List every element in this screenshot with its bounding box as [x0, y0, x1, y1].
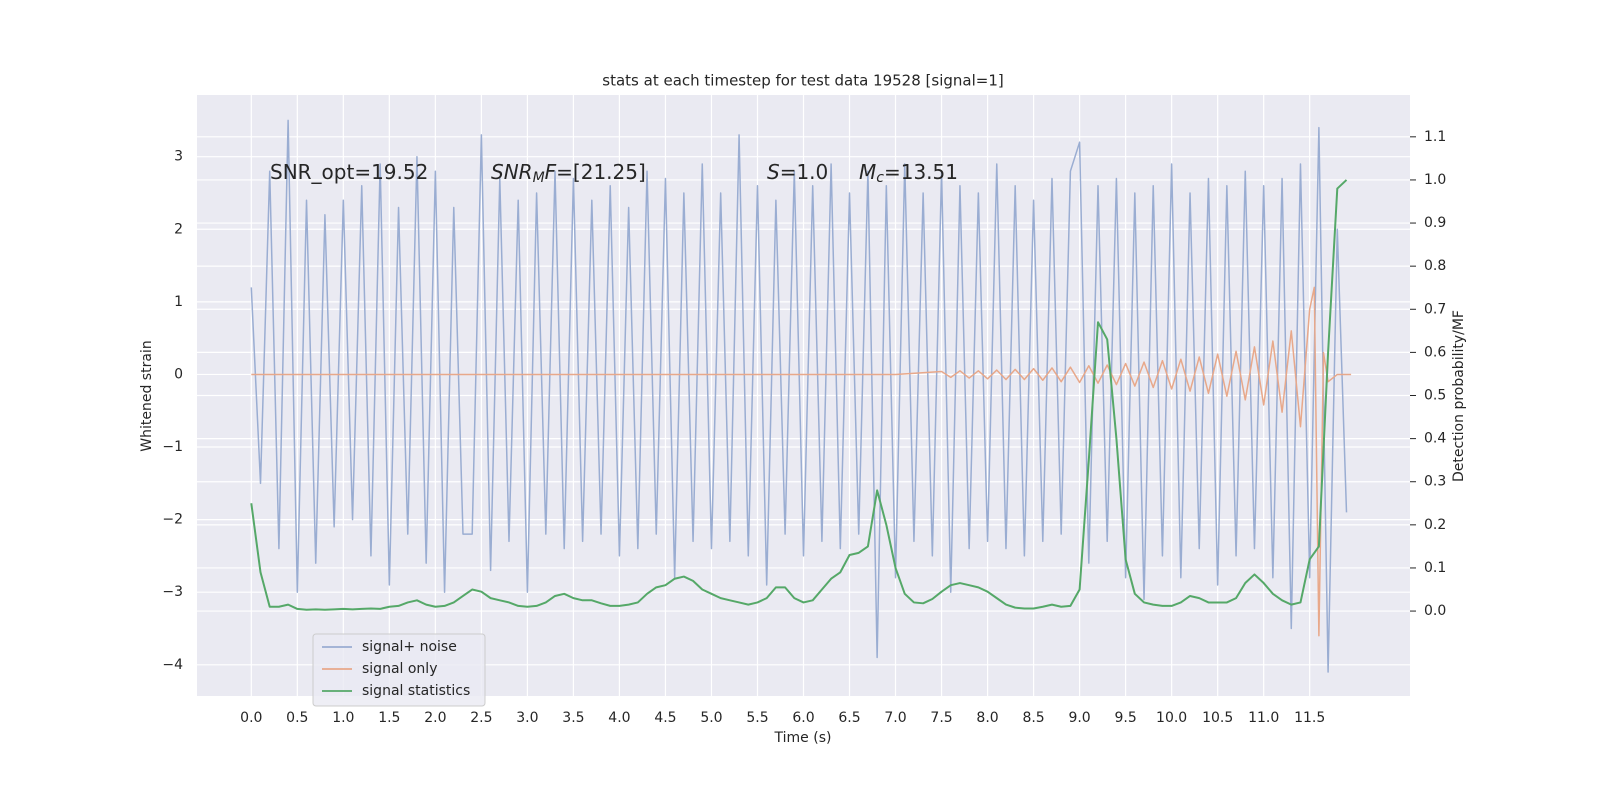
- annotation: SNR_opt=19.52: [270, 160, 428, 184]
- y-tick-label: −1: [162, 439, 183, 455]
- annotation: S=1.0: [767, 160, 828, 184]
- x-tick-label: 10.0: [1156, 710, 1187, 726]
- y2-axis-label: Detection probability/MF: [1451, 310, 1467, 482]
- y-tick-label: 3: [174, 149, 183, 165]
- series-line: [250, 179, 1348, 611]
- x-tick-label: 1.5: [378, 710, 400, 726]
- x-tick-label: 1.0: [332, 710, 354, 726]
- y2-tick-label: 1.1: [1424, 129, 1446, 145]
- y-tick-label: 2: [174, 221, 183, 237]
- y-tick-label: 1: [174, 294, 183, 310]
- y2-tick-label: 0.6: [1424, 344, 1446, 360]
- annotation-part: SNR_opt=19.52: [270, 160, 428, 184]
- y-tick-label: 0: [174, 366, 183, 382]
- y2-tick-label: 0.4: [1424, 431, 1446, 447]
- y-tick-label: −4: [162, 657, 183, 673]
- x-tick-label: 8.5: [1022, 710, 1044, 726]
- x-tick-label: 9.5: [1114, 710, 1136, 726]
- x-tick-label: 8.0: [976, 710, 998, 726]
- y2-tick-label: 0.5: [1424, 388, 1446, 404]
- x-tick-label: 11.5: [1294, 710, 1325, 726]
- annotation: SNRMF=[21.25]: [491, 160, 646, 187]
- x-tick-label: 5.5: [746, 710, 768, 726]
- annotation: Mc=13.51: [859, 160, 958, 187]
- x-tick-label: 9.0: [1068, 710, 1090, 726]
- annotation-part: SNR: [491, 160, 533, 184]
- x-tick-label: 4.0: [608, 710, 630, 726]
- annotation-part: M: [859, 160, 876, 184]
- x-tick-label: 7.0: [884, 710, 906, 726]
- chart-title: stats at each timestep for test data 195…: [602, 72, 1003, 90]
- y2-tick-label: 0.8: [1424, 258, 1446, 274]
- legend-label: signal statistics: [362, 683, 470, 699]
- series-line: [251, 286, 1352, 637]
- legend-box: [312, 633, 486, 707]
- x-tick-label: 2.0: [424, 710, 446, 726]
- annotation-part: c: [876, 170, 884, 186]
- x-tick-label: 6.0: [792, 710, 814, 726]
- annotation-part: F: [545, 160, 557, 184]
- x-tick-label: 3.5: [562, 710, 584, 726]
- y2-tick-label: 0.3: [1424, 474, 1446, 490]
- annotation-part: M: [533, 170, 545, 186]
- annotation-part: =[21.25]: [556, 160, 646, 184]
- x-tick-label: 4.5: [654, 710, 676, 726]
- y-tick-label: −2: [162, 512, 183, 528]
- legend-label: signal+ noise: [362, 639, 457, 655]
- x-tick-label: 0.5: [286, 710, 308, 726]
- x-tick-label: 3.0: [516, 710, 538, 726]
- y2-tick-label: 0.0: [1424, 603, 1446, 619]
- x-tick-label: 2.5: [470, 710, 492, 726]
- x-tick-label: 0.0: [240, 710, 262, 726]
- annotation-part: =1.0: [780, 160, 829, 184]
- x-tick-label: 11.0: [1248, 710, 1279, 726]
- x-axis-label: Time (s): [774, 730, 832, 746]
- y2-tick-label: 0.1: [1424, 560, 1446, 576]
- x-tick-label: 7.5: [930, 710, 952, 726]
- y2-tick-label: 0.7: [1424, 301, 1446, 317]
- y2-tick-label: 0.2: [1424, 517, 1446, 533]
- y2-tick-label: 0.9: [1424, 215, 1446, 231]
- y2-tick-label: 1.0: [1424, 172, 1446, 188]
- series-line: [250, 119, 1348, 673]
- legend: signal+ noise signal only signal statistic…: [312, 633, 486, 707]
- x-tick-label: 5.0: [700, 710, 722, 726]
- x-tick-label: 6.5: [838, 710, 860, 726]
- y-tick-label: −3: [162, 584, 183, 600]
- x-tick-label: 10.5: [1202, 710, 1233, 726]
- annotation-part: =13.51: [884, 160, 958, 184]
- legend-label: signal only: [362, 661, 437, 677]
- y-axis-label: Whitened strain: [139, 340, 155, 451]
- annotation-part: S: [767, 160, 780, 184]
